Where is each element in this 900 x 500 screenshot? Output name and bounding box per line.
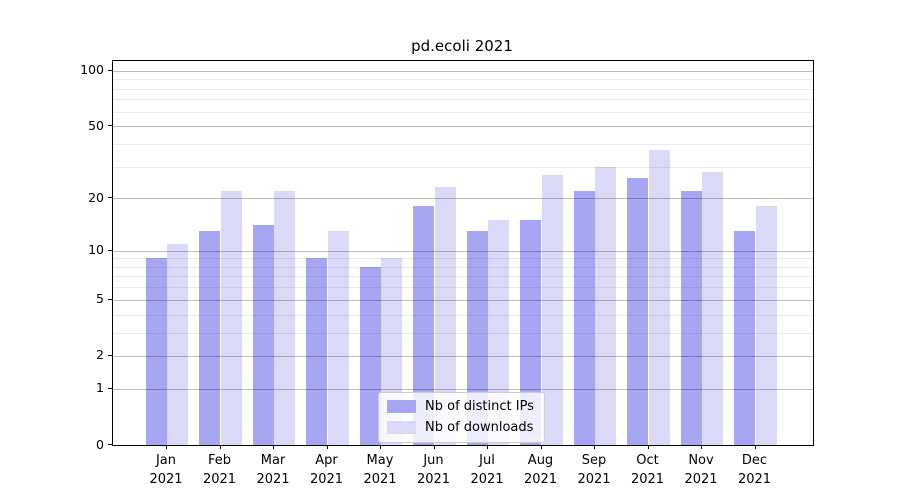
x-tick-mark: [701, 445, 703, 449]
gridline-major-5: [113, 299, 813, 301]
gridline-minor-6: [113, 287, 813, 289]
bar-downloads-apr: [327, 231, 349, 445]
bar-distinct-ips-feb: [199, 231, 221, 445]
bar-distinct-ips-oct: [627, 177, 649, 445]
bar-downloads-jun: [434, 187, 456, 445]
legend-swatch-distinct-ips: [387, 400, 416, 413]
plot-area: [112, 60, 814, 446]
legend-label-distinct-ips: Nb of distinct IPs: [425, 399, 534, 414]
bar-downloads-sep: [595, 166, 617, 445]
gridline-major-50: [113, 126, 813, 128]
gridline-minor-9: [113, 258, 813, 260]
x-tick-mark: [219, 445, 221, 449]
gridline-minor-4: [113, 314, 813, 316]
bar-distinct-ips-may: [359, 266, 381, 445]
y-tick-label-0: 0: [96, 436, 104, 452]
bar-downloads-jan: [167, 243, 189, 445]
bar-distinct-ips-aug: [520, 220, 542, 445]
y-tick-label-1: 1: [96, 380, 104, 396]
y-tick-label-5: 5: [96, 291, 104, 307]
x-tick-mark: [273, 445, 275, 449]
bar-distinct-ips-jun: [413, 206, 435, 445]
x-tick-label-aug: Aug 2021: [523, 453, 558, 487]
y-tick-mark: [108, 444, 112, 446]
y-tick-mark: [108, 249, 112, 251]
gridline-major-10: [113, 250, 813, 252]
bar-downloads-nov: [702, 172, 724, 445]
legend-item-distinct-ips: Nb of distinct IPs: [387, 399, 534, 414]
gridline-major-2: [113, 355, 813, 357]
x-tick-label-apr: Apr 2021: [309, 453, 344, 487]
x-tick-label-dec: Dec 2021: [737, 453, 772, 487]
x-tick-mark: [647, 445, 649, 449]
y-tick-label-50: 50: [88, 117, 104, 133]
y-tick-mark: [108, 69, 112, 71]
gridline-major-20: [113, 198, 813, 200]
gridline-minor-8: [113, 266, 813, 268]
y-tick-mark: [108, 298, 112, 300]
y-tick-mark: [108, 125, 112, 127]
gridline-minor-80: [113, 88, 813, 90]
x-tick-label-may: May 2021: [363, 453, 397, 487]
bar-distinct-ips-mar: [252, 225, 274, 445]
bar-distinct-ips-nov: [680, 190, 702, 445]
bar-distinct-ips-jan: [145, 258, 167, 445]
y-tick-mark: [108, 387, 112, 389]
gridline-major-1: [113, 388, 813, 390]
y-tick-label-100: 100: [80, 62, 104, 78]
x-tick-mark: [166, 445, 168, 449]
bar-downloads-dec: [755, 206, 777, 445]
bar-distinct-ips-sep: [573, 190, 595, 445]
legend-swatch-downloads: [387, 421, 416, 434]
bar-distinct-ips-jul: [466, 231, 488, 445]
y-tick-mark: [108, 197, 112, 199]
x-tick-label-jun: Jun 2021: [416, 453, 451, 487]
x-tick-label-feb: Feb 2021: [202, 453, 237, 487]
legend: Nb of distinct IPs Nb of downloads: [378, 392, 545, 443]
x-tick-label-jan: Jan 2021: [149, 453, 183, 487]
y-tick-mark: [108, 354, 112, 357]
bar-downloads-aug: [541, 174, 563, 445]
gridline-minor-40: [113, 143, 813, 145]
legend-item-downloads: Nb of downloads: [387, 420, 534, 435]
x-tick-mark: [594, 445, 596, 449]
gridline-minor-60: [113, 111, 813, 113]
x-tick-mark: [380, 445, 382, 449]
legend-label-downloads: Nb of downloads: [425, 420, 534, 435]
bar-downloads-mar: [274, 190, 296, 445]
x-tick-label-sep: Sep 2021: [577, 453, 611, 487]
x-tick-label-mar: Mar 2021: [256, 453, 290, 487]
x-tick-mark: [540, 445, 542, 449]
x-tick-label-oct: Oct 2021: [630, 453, 665, 487]
y-tick-label-20: 20: [88, 189, 104, 205]
bar-distinct-ips-dec: [734, 231, 756, 445]
gridline-minor-7: [113, 276, 813, 278]
gridline-minor-90: [113, 79, 813, 81]
x-tick-label-jul: Jul 2021: [470, 453, 504, 487]
gridline-major-100: [113, 70, 813, 72]
bar-downloads-oct: [648, 150, 670, 445]
gridline-minor-70: [113, 99, 813, 101]
bar-downloads-feb: [220, 190, 242, 445]
x-tick-mark: [326, 445, 328, 449]
x-tick-mark: [754, 445, 756, 449]
x-tick-mark: [487, 445, 489, 449]
gridline-minor-30: [113, 166, 813, 168]
bar-distinct-ips-apr: [306, 258, 328, 445]
y-tick-label-10: 10: [88, 242, 104, 258]
bar-downloads-jul: [488, 220, 510, 445]
gridline-minor-3: [113, 332, 813, 334]
chart-title: pd.ecoli 2021: [411, 37, 513, 55]
y-tick-label-2: 2: [96, 347, 104, 363]
x-tick-label-nov: Nov 2021: [684, 453, 718, 487]
x-tick-mark: [433, 445, 435, 449]
